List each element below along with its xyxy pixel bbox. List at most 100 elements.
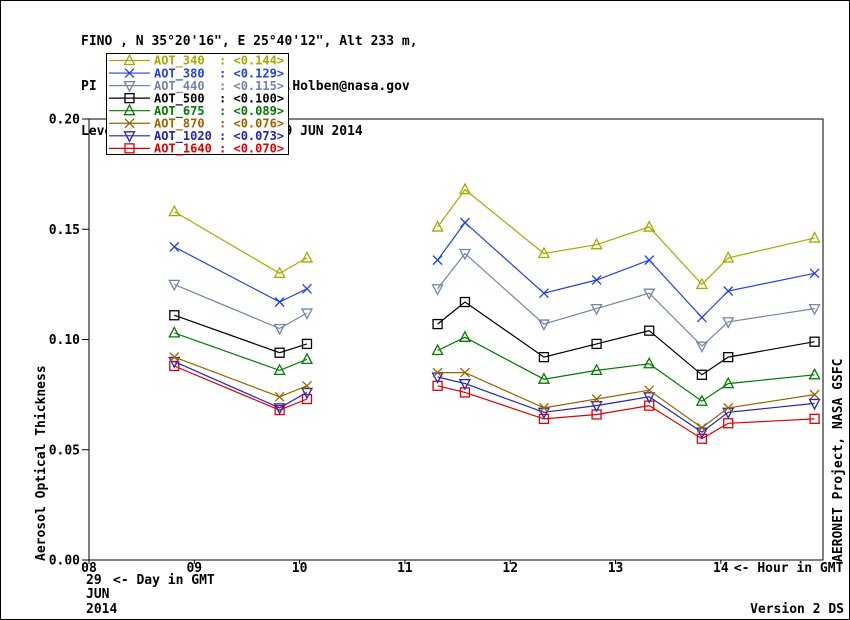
series-AOT_380 bbox=[169, 217, 820, 323]
series-line-AOT_870 bbox=[437, 372, 815, 429]
data-point-marker-square bbox=[274, 347, 285, 358]
x-tick-label: 09 bbox=[186, 561, 202, 576]
series-line-AOT_675 bbox=[437, 336, 815, 402]
data-point-marker-square bbox=[809, 336, 820, 347]
data-point-marker-square bbox=[723, 351, 734, 363]
data-point-marker-triangle-down bbox=[590, 400, 603, 413]
day-arrow-label: <- Day in GMT bbox=[113, 573, 215, 588]
series-AOT_440 bbox=[168, 248, 821, 354]
y-tick-label: 0.10 bbox=[49, 333, 80, 348]
legend-item-AOT_675: AOT_675 : <0.089> bbox=[109, 103, 284, 119]
year-label: 2014 bbox=[86, 602, 117, 617]
x-tick-label: 13 bbox=[608, 561, 624, 576]
data-point-marker-triangle-down bbox=[695, 341, 708, 354]
x-tick-label: 11 bbox=[397, 561, 413, 576]
legend-label: AOT_675 : <0.089> bbox=[154, 104, 284, 119]
data-point-marker-triangle-up bbox=[808, 367, 821, 380]
legend-label: AOT_1640 : <0.070> bbox=[154, 142, 284, 157]
data-point-marker-x-cross bbox=[274, 391, 285, 402]
aeronet-credit: AERONET Project, NASA GSFC bbox=[831, 359, 846, 563]
legend-label: AOT_1020 : <0.073> bbox=[154, 129, 284, 144]
data-point-marker-triangle-down bbox=[643, 288, 656, 301]
legend-item-AOT_340: AOT_340 : <0.144> bbox=[109, 53, 284, 69]
data-point-marker-x-cross bbox=[696, 312, 707, 323]
series-line-AOT_1020 bbox=[437, 376, 815, 433]
data-point-marker-triangle-down bbox=[458, 378, 472, 391]
data-point-marker-triangle-up bbox=[590, 363, 603, 376]
data-point-marker-triangle-down bbox=[273, 403, 286, 415]
series-AOT_340 bbox=[168, 182, 821, 290]
data-point-marker-triangle-down bbox=[431, 284, 444, 296]
data-point-marker-triangle-up bbox=[300, 251, 314, 263]
data-point-marker-triangle-up bbox=[123, 53, 136, 66]
data-point-marker-triangle-up bbox=[643, 220, 656, 232]
data-point-marker-triangle-up bbox=[168, 325, 181, 338]
data-point-marker-x-cross bbox=[169, 241, 180, 252]
legend-box: AOT_340 : <0.144>AOT_380 : <0.129>AOT_44… bbox=[106, 53, 289, 157]
series-line-AOT_675 bbox=[174, 332, 308, 372]
data-point-marker-triangle-up bbox=[537, 372, 551, 384]
data-point-marker-square bbox=[696, 369, 708, 380]
series-AOT_1020 bbox=[168, 356, 821, 440]
data-point-marker-square bbox=[538, 413, 550, 425]
data-point-marker-triangle-up bbox=[722, 251, 735, 263]
data-point-marker-triangle-up bbox=[808, 231, 821, 243]
data-point-marker-x-cross bbox=[124, 68, 135, 79]
data-point-marker-triangle-up bbox=[537, 246, 551, 259]
legend-label: AOT_870 : <0.076> bbox=[154, 116, 284, 131]
data-point-marker-x-cross bbox=[432, 255, 443, 266]
data-point-marker-triangle-down bbox=[808, 398, 821, 411]
y-tick-label: 0.05 bbox=[49, 443, 80, 458]
legend-label: AOT_380 : <0.129> bbox=[154, 66, 284, 81]
data-point-marker-x-cross bbox=[644, 385, 655, 396]
x-tick-label: 12 bbox=[502, 561, 518, 576]
data-point-marker-square bbox=[301, 338, 313, 350]
series-line-AOT_500 bbox=[437, 301, 815, 376]
series-AOT_870 bbox=[169, 352, 820, 433]
series-AOT_500 bbox=[169, 296, 820, 380]
y-tick-label: 0.00 bbox=[49, 554, 80, 569]
data-point-marker-triangle-up bbox=[458, 330, 472, 342]
legend-frame bbox=[106, 53, 289, 155]
data-point-marker-triangle-up bbox=[458, 182, 472, 195]
data-point-marker-square bbox=[301, 393, 313, 405]
data-point-marker-triangle-down bbox=[537, 319, 551, 331]
data-point-marker-triangle-down bbox=[273, 323, 286, 336]
data-point-marker-x-cross bbox=[459, 217, 470, 228]
data-point-marker-x-cross bbox=[169, 352, 180, 363]
data-point-marker-triangle-down bbox=[123, 80, 136, 93]
series-line-AOT_440 bbox=[437, 252, 815, 347]
legend-item-AOT_500: AOT_500 : <0.100> bbox=[109, 91, 284, 106]
data-point-marker-triangle-up bbox=[273, 363, 286, 376]
data-point-marker-x-cross bbox=[809, 268, 820, 279]
data-point-marker-triangle-up bbox=[590, 237, 603, 250]
series-line-AOT_340 bbox=[173, 211, 308, 274]
data-point-marker-x-cross bbox=[302, 283, 312, 294]
data-point-marker-triangle-up bbox=[431, 343, 444, 356]
data-point-marker-triangle-up bbox=[300, 352, 314, 364]
legend-item-AOT_870: AOT_870 : <0.076> bbox=[109, 116, 284, 131]
data-point-marker-triangle-up bbox=[273, 266, 286, 279]
data-point-marker-square bbox=[124, 93, 135, 104]
data-point-marker-triangle-up bbox=[431, 220, 444, 232]
data-point-marker-triangle-down bbox=[300, 308, 314, 320]
data-point-marker-square bbox=[459, 296, 471, 308]
data-point-marker-square bbox=[432, 318, 443, 330]
series-line-AOT_380 bbox=[437, 221, 815, 319]
data-point-marker-triangle-down bbox=[300, 387, 314, 400]
data-point-marker-triangle-up bbox=[695, 277, 708, 290]
data-point-marker-x-cross bbox=[723, 402, 734, 413]
x-tick-label: 10 bbox=[292, 561, 308, 576]
data-point-marker-square bbox=[696, 433, 708, 444]
series-line-AOT_380 bbox=[174, 246, 308, 303]
data-point-marker-square bbox=[644, 325, 655, 336]
series-line-AOT_440 bbox=[174, 283, 308, 330]
data-point-marker-x-cross bbox=[432, 367, 443, 378]
x-tick-label: 14 bbox=[713, 561, 729, 576]
data-point-marker-triangle-up bbox=[695, 394, 708, 406]
data-point-marker-x-cross bbox=[644, 255, 655, 266]
legend-item-AOT_380: AOT_380 : <0.129> bbox=[109, 66, 284, 81]
data-point-marker-square bbox=[591, 338, 602, 350]
x-tick-label: 08 bbox=[81, 561, 97, 576]
